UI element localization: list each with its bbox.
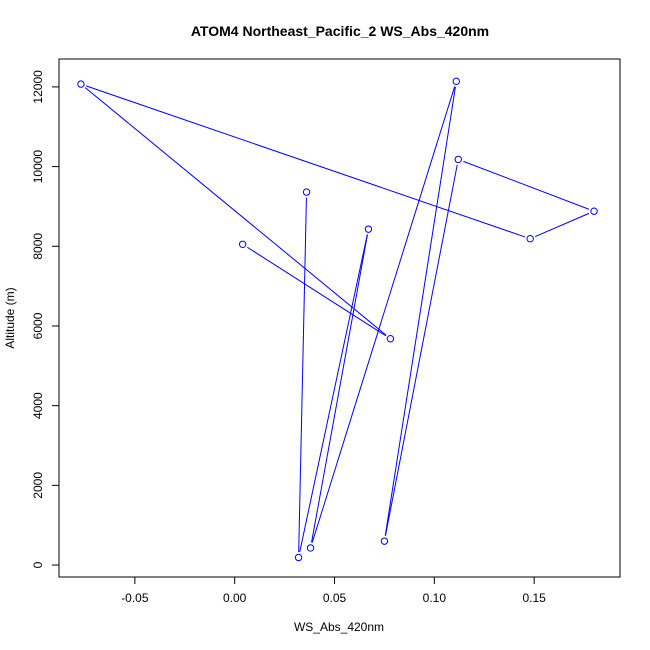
y-tick-label: 8000 [31,233,45,260]
x-axis: -0.05 0.00 0.05 0.10 0.15 [121,577,546,605]
series-line-segment [247,246,387,337]
series-line-segment [384,164,458,536]
series-line-segment [299,234,368,553]
x-tick-label: -0.05 [121,591,149,605]
data-point [238,240,247,248]
data-point [526,235,534,243]
x-tick-label: 0.15 [522,591,546,605]
x-tick-label: 0.00 [223,591,247,605]
plot-frame [58,58,621,578]
y-tick-label: 0 [31,561,45,568]
data-point [380,537,389,545]
y-tick-label: 10000 [31,150,45,184]
y-tick-label: 4000 [31,392,45,419]
data-point [294,553,303,562]
series-line-segment [311,86,456,543]
data-point [454,155,462,164]
y-tick-label: 12000 [31,70,45,104]
data-series [77,77,598,562]
series-line-segment [84,87,387,336]
data-point [386,335,395,343]
series-line-segment [85,85,526,238]
x-axis-label: WS_Abs_420nm [294,620,384,634]
y-axis: 0 2000 4000 6000 8000 10000 12000 [31,70,59,568]
data-point [364,225,373,233]
series-line-segment [535,212,590,237]
y-axis-label: Altitude (m) [3,287,17,348]
data-point [452,77,460,86]
x-tick-label: 0.05 [323,591,347,605]
data-point [302,188,311,196]
data-point [77,80,85,88]
x-tick-label: 0.10 [423,591,447,605]
data-point [306,544,315,552]
series-line-segment [298,197,307,552]
data-point [590,207,598,215]
chart-title: ATOM4 Northeast_Pacific_2 WS_Abs_420nm [191,23,489,39]
series-line-segment [384,86,456,536]
y-tick-label: 2000 [31,472,45,499]
y-tick-label: 6000 [31,312,45,339]
series-line-segment [463,160,590,210]
series-line-segment [311,234,368,543]
